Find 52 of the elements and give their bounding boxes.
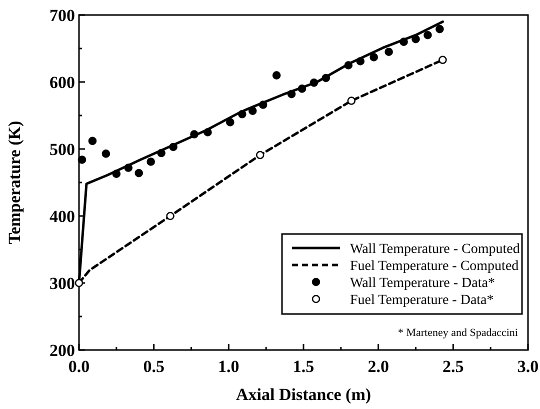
x-tick-label: 0.0	[68, 357, 90, 376]
point	[436, 24, 444, 34]
point	[238, 110, 246, 118]
point	[356, 57, 365, 66]
y-tick-label: 300	[50, 274, 75, 293]
y-tick-label: 400	[50, 207, 75, 226]
point	[124, 164, 133, 172]
point	[146, 158, 155, 166]
y-tick-label: 200	[50, 341, 75, 360]
point	[112, 170, 121, 178]
point	[370, 53, 378, 62]
annotation: * Marteney and Spadaccini	[398, 327, 518, 339]
x-tick-label: 2.0	[368, 357, 389, 376]
point	[310, 78, 318, 87]
x-tick-label: 2.5	[442, 357, 464, 376]
point	[400, 38, 408, 46]
point	[204, 128, 212, 136]
point	[322, 74, 330, 82]
y-tick-label: 700	[50, 6, 75, 25]
point	[169, 142, 178, 152]
point	[157, 148, 166, 158]
legend-label: Wall Temperature - Data*	[350, 276, 495, 291]
x-tick-label: 0.5	[143, 357, 164, 376]
legend-label: Wall Temperature - Computed	[350, 242, 520, 257]
point	[258, 100, 268, 109]
legend-label: Fuel Temperature - Computed	[350, 259, 519, 274]
point	[226, 118, 234, 126]
x-tick-label: 1.0	[218, 357, 240, 376]
point	[248, 106, 257, 115]
legend-label: Fuel Temperature - Data*	[350, 293, 494, 308]
x-tick-label: 1.5	[292, 357, 314, 376]
x-axis-title: Axial Distance (m)	[236, 385, 372, 404]
x-tick-label: 3.0	[517, 357, 539, 376]
point	[88, 136, 97, 146]
point	[384, 48, 393, 56]
point	[272, 71, 281, 80]
point	[134, 168, 144, 178]
point	[190, 130, 198, 138]
y-tick-label: 600	[50, 73, 75, 92]
point	[438, 56, 447, 64]
point	[412, 34, 420, 44]
point	[256, 150, 264, 160]
point	[102, 150, 110, 158]
point	[298, 84, 306, 93]
point	[78, 156, 86, 164]
point	[424, 30, 432, 40]
point	[166, 212, 174, 220]
point	[287, 90, 296, 98]
y-tick-label: 500	[50, 140, 75, 159]
y-axis-title: Temperature (K)	[5, 120, 24, 244]
point	[344, 61, 353, 70]
point	[347, 96, 356, 105]
